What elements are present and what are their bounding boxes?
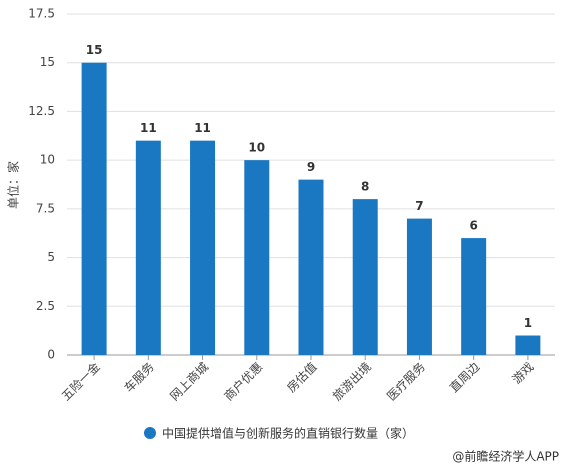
y-tick-label: 12.5 bbox=[28, 104, 55, 118]
data-label: 7 bbox=[415, 199, 423, 213]
y-axis-label: 单位：家 bbox=[6, 161, 21, 209]
x-tick-label: 网上商城 bbox=[167, 359, 212, 404]
y-tick-label: 0 bbox=[47, 348, 55, 362]
y-tick-label: 15 bbox=[40, 55, 55, 69]
data-label: 15 bbox=[86, 43, 103, 57]
bar bbox=[461, 238, 487, 355]
bar bbox=[515, 335, 541, 355]
y-tick-label: 10 bbox=[40, 153, 55, 167]
x-tick-label: 商户优惠 bbox=[221, 359, 266, 404]
x-tick-label: 五险一金 bbox=[58, 359, 103, 404]
bar bbox=[135, 140, 161, 355]
x-tick-label: 游戏 bbox=[510, 360, 537, 387]
bar bbox=[81, 62, 107, 355]
bar bbox=[406, 218, 432, 355]
x-tick-label: 旅游出境 bbox=[329, 359, 374, 404]
data-label: 6 bbox=[469, 219, 477, 233]
data-label: 1 bbox=[524, 316, 532, 330]
y-tick-label: 17.5 bbox=[28, 7, 55, 21]
x-tick-label: 直周边 bbox=[447, 360, 482, 395]
bar bbox=[244, 160, 270, 355]
bar bbox=[352, 199, 378, 355]
data-label: 10 bbox=[248, 141, 265, 155]
data-label: 8 bbox=[361, 180, 369, 194]
data-label: 11 bbox=[194, 121, 211, 135]
bar bbox=[190, 140, 216, 355]
bar bbox=[298, 179, 324, 355]
y-tick-label: 7.5 bbox=[36, 201, 55, 215]
legend-marker bbox=[144, 427, 156, 439]
x-tick-label: 房估值 bbox=[284, 359, 320, 395]
x-tick-label: 车服务 bbox=[121, 359, 157, 395]
source: @前瞻经济学人APP bbox=[452, 449, 559, 464]
y-tick-label: 2.5 bbox=[36, 299, 55, 313]
legend-label: 中国提供增值与创新服务的直销银行数量（家） bbox=[162, 426, 414, 441]
data-label: 9 bbox=[307, 160, 315, 174]
data-label: 11 bbox=[140, 121, 157, 135]
y-tick-label: 5 bbox=[47, 250, 55, 264]
x-tick-label: 医疗服务 bbox=[383, 359, 428, 404]
